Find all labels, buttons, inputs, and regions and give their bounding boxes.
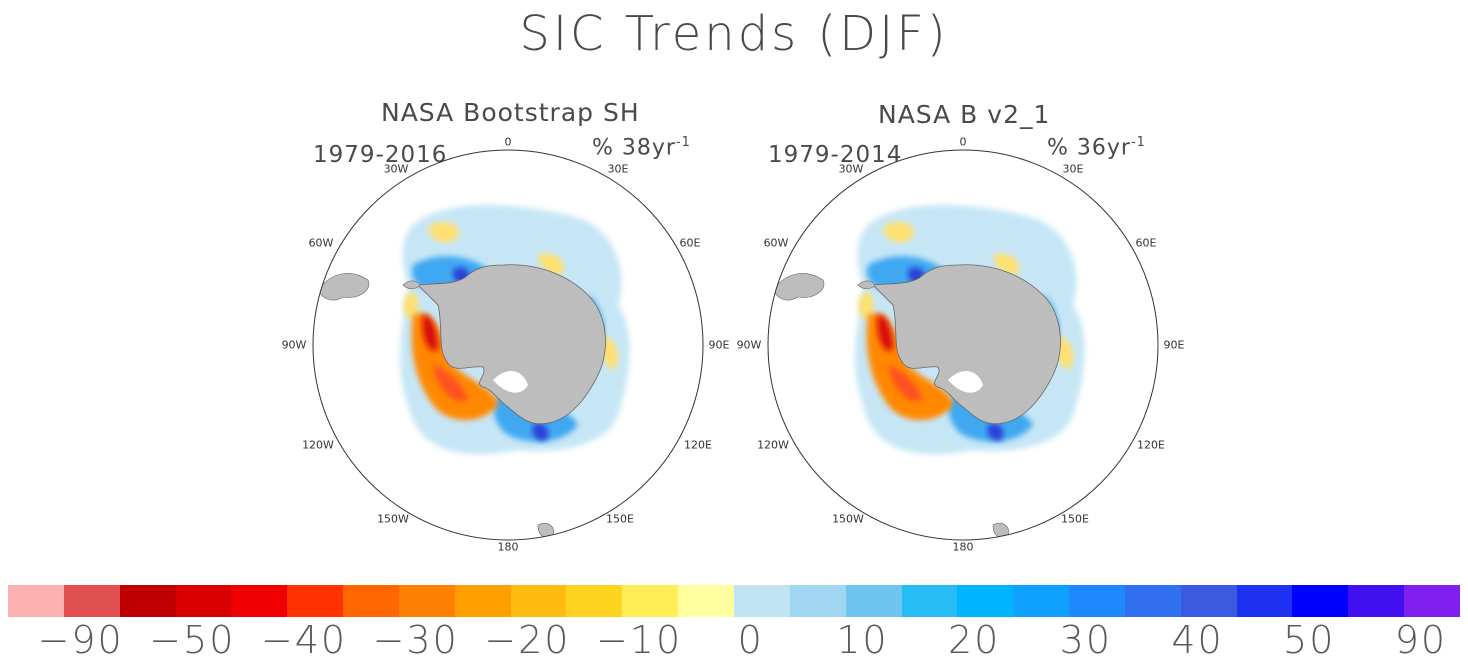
panel-1-map: [318, 205, 630, 537]
lon-label: 120W: [757, 438, 789, 452]
lon-label: 120E: [684, 438, 712, 452]
lon-label: 30W: [838, 162, 864, 176]
lon-label: 60W: [763, 236, 789, 250]
colorbar-swatch: [734, 584, 791, 617]
colorbar-swatch: [789, 584, 847, 617]
colorbar-swatch: [622, 584, 679, 617]
colorbar-label: 40: [1171, 618, 1224, 662]
panel-1-map-boundary: [312, 149, 704, 541]
colorbar-swatch: [510, 584, 567, 617]
colorbar-swatch: [957, 584, 1014, 617]
colorbar-label: −10: [595, 618, 683, 662]
lon-label: 30W: [383, 162, 409, 176]
lon-label: 120W: [302, 438, 334, 452]
lon-label: 90W: [736, 338, 762, 352]
colorbar-swatch: [119, 584, 177, 617]
lon-label: 180: [497, 540, 519, 554]
lon-label: 150W: [377, 512, 409, 526]
lon-label: 60E: [1135, 236, 1157, 250]
panel-2-map: [773, 205, 1085, 537]
lon-label: 150W: [832, 512, 864, 526]
panel-1-scale: % 38yr-1: [592, 135, 691, 161]
colorbar-swatch: [343, 584, 400, 617]
colorbar-label: 90: [1394, 618, 1448, 662]
colorbar-swatch: [63, 584, 121, 617]
colorbar-label: −20: [484, 618, 571, 662]
lon-label: 30E: [1062, 162, 1084, 176]
colorbar-swatch: [678, 584, 735, 617]
colorbar-label: 10: [836, 618, 889, 662]
figure-title: SIC Trends (DJF): [519, 6, 949, 62]
lon-label: 90E: [1163, 338, 1185, 352]
colorbar-swatch: [566, 584, 623, 617]
colorbar-swatch: [1069, 584, 1126, 617]
colorbar-swatch: [175, 584, 232, 617]
panel-2-period: 1979-2014: [768, 142, 903, 168]
lon-label: 180: [952, 540, 974, 554]
lon-label: 90W: [281, 338, 307, 352]
lon-label: 60W: [308, 236, 334, 250]
colorbar-swatch: [1180, 584, 1238, 617]
colorbar-swatch: [1348, 584, 1405, 617]
panel-2-scale: % 36yr-1: [1047, 135, 1146, 161]
colorbar-label: 20: [947, 618, 1001, 662]
colorbar-swatch: [1292, 584, 1349, 617]
colorbar-label: 30: [1059, 618, 1113, 662]
panel-1-title: NASA Bootstrap SH: [381, 98, 640, 127]
lon-label: 0: [959, 135, 967, 149]
colorbar-swatch: [1404, 584, 1461, 617]
colorbar-swatch: [287, 584, 344, 617]
lon-label: 60E: [679, 236, 701, 250]
lon-label: 150E: [1061, 512, 1089, 526]
lon-label: 30E: [607, 162, 629, 176]
colorbar-swatch: [1013, 584, 1070, 617]
colorbar-swatch: [454, 584, 512, 617]
colorbar-label: −50: [149, 618, 236, 662]
panel-2-map-boundary: [767, 149, 1159, 541]
colorbar-swatch: [231, 584, 288, 617]
lon-label: 0: [504, 135, 512, 149]
colorbar-swatch: [845, 584, 903, 617]
colorbar-label: −40: [260, 618, 348, 662]
lon-label: 150E: [606, 512, 634, 526]
lon-label: 90E: [708, 338, 730, 352]
panel-1-period: 1979-2016: [313, 142, 448, 168]
colorbar-swatch: [8, 584, 65, 617]
colorbar-label: −30: [372, 618, 459, 662]
colorbar-label: −90: [37, 618, 124, 662]
colorbar-label: 50: [1283, 618, 1336, 662]
colorbar-swatch: [1236, 584, 1293, 617]
colorbar-swatch: [398, 584, 456, 617]
colorbar-label: 0: [737, 618, 764, 662]
colorbar-swatch: [1124, 584, 1182, 617]
panel-2-title: NASA B v2_1: [878, 100, 1051, 129]
colorbar-swatch: [901, 584, 958, 617]
lon-label: 120E: [1137, 438, 1165, 452]
